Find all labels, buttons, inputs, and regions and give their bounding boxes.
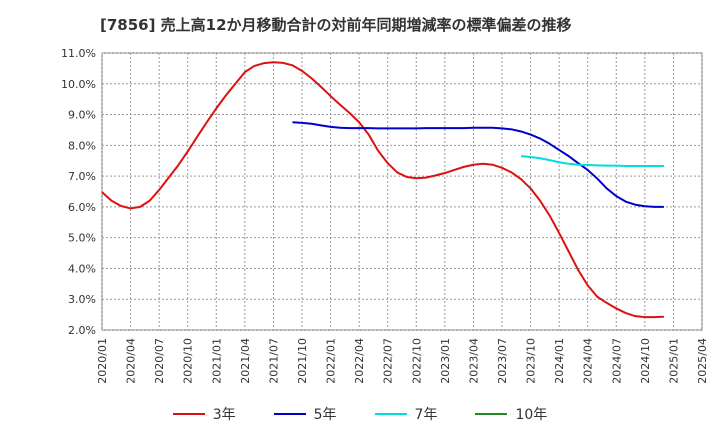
x-tick-label: 2021/10: [296, 338, 309, 384]
legend-label: 5年: [313, 407, 337, 423]
x-tick-label: 2021/07: [267, 338, 280, 384]
x-tick-label: 2022/04: [353, 338, 366, 384]
x-tick-label: 2025/01: [667, 338, 680, 384]
x-tick-label: 2023/07: [496, 338, 509, 384]
y-tick-label: 2.0%: [68, 324, 96, 337]
x-tick-label: 2021/04: [239, 338, 252, 384]
x-tick-label: 2020/01: [96, 338, 109, 384]
x-tick-label: 2024/07: [610, 338, 623, 384]
x-tick-label: 2023/10: [525, 338, 538, 384]
legend-swatch: [475, 413, 508, 415]
y-tick-label: 4.0%: [68, 262, 96, 275]
x-tick-label: 2023/04: [467, 338, 480, 384]
y-tick-label: 9.0%: [68, 109, 96, 122]
chart-legend: 3年 5年 7年 10年: [0, 404, 720, 424]
series-line-1: [292, 121, 664, 208]
y-tick-label: 5.0%: [68, 232, 96, 245]
x-tick-label: 2022/01: [325, 338, 338, 384]
x-tick-label: 2021/01: [210, 338, 223, 384]
series-line-2: [520, 155, 664, 167]
legend-label: 7年: [414, 407, 438, 423]
legend-item: 3年: [172, 404, 236, 424]
legend-swatch: [374, 413, 407, 415]
y-tick-label: 6.0%: [68, 201, 96, 214]
x-tick-label: 2024/04: [582, 338, 595, 384]
y-tick-label: 10.0%: [61, 78, 96, 91]
x-tick-label: 2024/10: [639, 338, 652, 384]
chart-title: [7856] 売上高12か月移動合計の対前年同期増減率の標準偏差の推移: [100, 16, 572, 34]
y-tick-label: 3.0%: [68, 293, 96, 306]
x-tick-label: 2024/01: [553, 338, 566, 384]
legend-item: 7年: [374, 404, 438, 424]
y-tick-label: 7.0%: [68, 170, 96, 183]
legend-label: 10年: [515, 407, 548, 423]
legend-item: 10年: [475, 404, 547, 424]
x-tick-label: 2020/07: [153, 338, 166, 384]
x-tick-label: 2020/04: [125, 338, 138, 384]
x-tick-label: 2022/07: [382, 338, 395, 384]
x-tick-label: 2020/10: [182, 338, 195, 384]
legend-item: 5年: [273, 404, 337, 424]
x-tick-label: 2023/01: [439, 338, 452, 384]
legend-swatch: [273, 413, 306, 415]
x-tick-label: 2022/10: [410, 338, 423, 384]
legend-label: 3年: [212, 407, 236, 423]
series-line-0: [101, 61, 664, 319]
legend-swatch: [172, 413, 205, 415]
x-tick-label: 2025/04: [696, 338, 709, 384]
y-tick-label: 8.0%: [68, 139, 96, 152]
y-tick-label: 11.0%: [61, 47, 96, 60]
